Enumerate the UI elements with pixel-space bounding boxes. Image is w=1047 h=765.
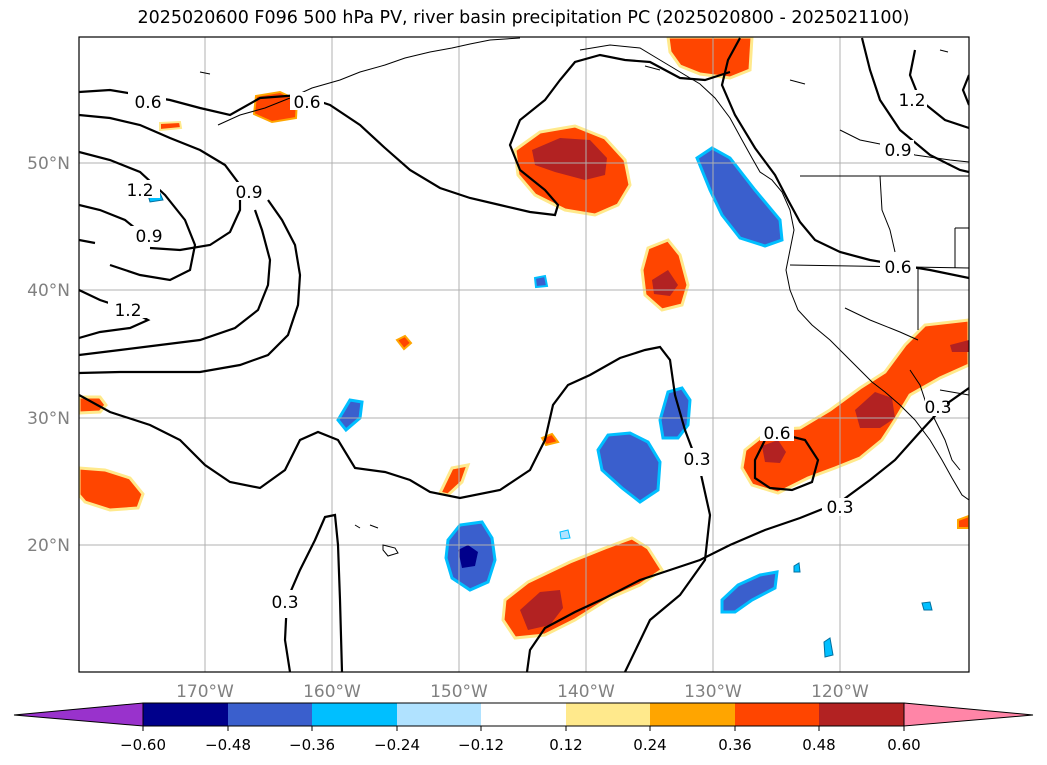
contour-label: 0.9 — [884, 141, 911, 161]
lat-label: 20°N — [27, 536, 70, 556]
contour-label: 0.6 — [134, 93, 161, 113]
colorbar-tick-label: 0.60 — [887, 736, 920, 754]
precip-blob — [559, 529, 571, 540]
lon-label: 130°W — [684, 682, 742, 702]
precip-core — [855, 392, 895, 428]
lat-label: 50°N — [27, 154, 70, 174]
pv-contour-0.9-east — [860, 37, 969, 174]
precip-core — [458, 545, 478, 568]
precip-negative-areas — [147, 146, 933, 658]
precip-blob — [921, 601, 933, 611]
pv-contour-0.3-west — [283, 513, 344, 672]
lon-label: 160°W — [303, 682, 361, 702]
colorbar-segment — [13, 702, 144, 727]
precip-blob — [658, 386, 692, 440]
precip-blob — [533, 274, 549, 289]
precip-blob — [957, 514, 969, 529]
map-background — [79, 37, 969, 672]
colorbar-segment — [228, 703, 312, 726]
pv-contour-0.3-south — [525, 387, 969, 672]
colorbar-tick-label: 0.24 — [633, 736, 666, 754]
contour-label: 0.3 — [683, 450, 710, 470]
precip-blob — [336, 398, 364, 433]
map-frame — [78, 36, 970, 673]
precip-blob — [720, 570, 779, 614]
colorbar-tick-label: 0.12 — [549, 736, 582, 754]
colorbar: −0.60 −0.48 −0.36 −0.24 −0.12 0.12 0.24 … — [13, 702, 1034, 754]
precip-blob — [159, 120, 183, 132]
contour-label: 0.6 — [884, 258, 911, 278]
colorbar-tick-label: −0.24 — [374, 736, 420, 754]
lon-label: 140°W — [557, 682, 615, 702]
lon-label: 170°W — [176, 682, 234, 702]
contour-label: 0.9 — [235, 183, 262, 203]
contour-label: 1.2 — [114, 301, 141, 321]
contour-label: 0.3 — [826, 498, 853, 518]
lon-label: 120°W — [811, 682, 869, 702]
lon-label: 150°W — [430, 682, 488, 702]
precip-blob — [79, 466, 145, 512]
colorbar-segment — [819, 703, 904, 726]
precip-blob — [395, 334, 413, 351]
pv-contour-0.6-outer — [79, 199, 302, 375]
colorbar-segment — [566, 703, 650, 726]
pv-contour-labels: 0.6 0.6 1.2 0.9 0.9 1.2 1.2 0.9 0.6 0.6 … — [108, 90, 952, 618]
colorbar-segment — [735, 703, 819, 726]
colorbar-tick-label: −0.60 — [120, 736, 166, 754]
lat-label: 40°N — [27, 281, 70, 301]
precip-core — [520, 590, 563, 630]
precip-blob — [596, 431, 662, 504]
contour-label: 0.3 — [271, 593, 298, 613]
colorbar-segment — [312, 703, 397, 726]
colorbar-tick-label: −0.48 — [205, 736, 251, 754]
colorbar-segment — [481, 703, 566, 726]
precip-blob — [793, 562, 801, 573]
colorbar-segment — [903, 702, 1034, 727]
contour-label: 1.2 — [126, 181, 153, 201]
lat-label: 30°N — [27, 409, 70, 429]
colorbar-segment — [650, 703, 735, 726]
pv-contour-0.6-north — [79, 53, 731, 217]
colorbar-segment — [143, 703, 228, 726]
pv-contour-1.2-inner — [79, 150, 197, 282]
contour-label: 0.6 — [293, 93, 320, 113]
colorbar-segment — [397, 703, 481, 726]
pv-contour-0.9-outer — [79, 209, 272, 357]
colorbar-tick-label: −0.36 — [289, 736, 335, 754]
contour-label: 0.9 — [135, 227, 162, 247]
map-title: 2025020600 F096 500 hPa PV, river basin … — [137, 8, 910, 28]
precip-core — [762, 440, 786, 463]
colorbar-tick-label: 0.36 — [718, 736, 751, 754]
precip-core — [532, 138, 607, 180]
coastlines — [199, 37, 969, 557]
colorbar-tick-label: 0.48 — [802, 736, 835, 754]
contour-label: 1.2 — [898, 91, 925, 111]
contour-label: 0.6 — [763, 424, 790, 444]
colorbar-tick-label: −0.12 — [458, 736, 504, 754]
precip-blob — [79, 395, 108, 415]
precip-core — [950, 340, 969, 352]
precip-blob — [823, 637, 834, 658]
pv-contour-0.9-inner — [79, 113, 242, 252]
precip-blob — [695, 146, 784, 248]
contour-label: 0.3 — [924, 398, 951, 418]
graticule — [79, 37, 969, 672]
longitude-labels: 170°W 160°W 150°W 140°W 130°W 120°W — [176, 682, 869, 702]
latitude-labels: 50°N 40°N 30°N 20°N — [27, 154, 70, 556]
